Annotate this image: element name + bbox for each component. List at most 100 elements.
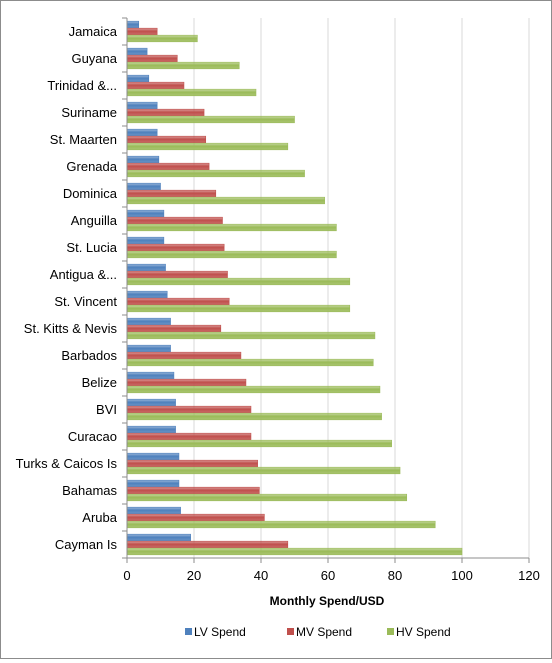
bar-guyana-hv-spend [126, 61, 240, 70]
bar-st-maarten-lv-spend [126, 128, 158, 137]
bar-curacao-lv-spend [126, 425, 176, 434]
labels: 0 20 40 60 80 100 120 Jamaica Guyana Trinidad &..… [16, 24, 540, 583]
bar-suriname-mv-spend [126, 108, 205, 117]
bar-jamaica-hv-spend [126, 34, 198, 43]
bar-aruba-mv-spend [126, 513, 265, 522]
bar-barbados-lv-spend [126, 344, 171, 353]
bar-turks-caicos-is-hv-spend [126, 466, 401, 475]
legend-label-lv-spend: LV Spend [194, 625, 246, 639]
bar-trinidad-mv-spend [126, 81, 185, 90]
bar-trinidad-hv-spend [126, 88, 257, 97]
bar-st-kitts-nevis-mv-spend [126, 324, 222, 333]
bar-curacao-mv-spend [126, 432, 252, 441]
bar-belize-hv-spend [126, 385, 381, 394]
bar-st-maarten-hv-spend [126, 142, 289, 151]
bar-grenada-mv-spend [126, 162, 210, 171]
bar-guyana-lv-spend [126, 47, 148, 56]
x-tick-label-60: 60 [321, 568, 335, 583]
axes [122, 17, 530, 563]
legend-swatch-mv-spend [287, 628, 294, 635]
bar-turks-caicos-is-mv-spend [126, 459, 258, 468]
legend-label-hv-spend: HV Spend [396, 625, 451, 639]
x-tick-label-20: 20 [187, 568, 201, 583]
legend-swatch-lv-spend [185, 628, 192, 635]
bar-bahamas-hv-spend [126, 493, 408, 502]
bars [126, 20, 463, 556]
category-label-cayman-is: Cayman Is [55, 537, 118, 552]
category-label-aruba: Aruba [82, 510, 117, 525]
category-label-anguilla: Anguilla [71, 213, 118, 228]
bar-jamaica-lv-spend [126, 20, 140, 29]
bar-st-kitts-nevis-hv-spend [126, 331, 376, 340]
bar-bvi-mv-spend [126, 405, 252, 414]
category-label-st-kitts-nevis: St. Kitts & Nevis [24, 321, 118, 336]
category-label-grenada: Grenada [66, 159, 117, 174]
bar-bvi-hv-spend [126, 412, 382, 421]
x-tick-label-0: 0 [123, 568, 130, 583]
bar-antigua-hv-spend [126, 277, 351, 286]
bar-antigua-mv-spend [126, 270, 228, 279]
bar-cayman-is-hv-spend [126, 547, 463, 556]
category-label-st-maarten: St. Maarten [50, 132, 117, 147]
bar-dominica-mv-spend [126, 189, 217, 198]
bar-st-vincent-hv-spend [126, 304, 351, 313]
bar-anguilla-lv-spend [126, 209, 165, 218]
category-label-bvi: BVI [96, 402, 117, 417]
bar-st-lucia-hv-spend [126, 250, 337, 259]
bar-antigua-lv-spend [126, 263, 166, 272]
bar-turks-caicos-is-lv-spend [126, 452, 180, 461]
bar-grenada-hv-spend [126, 169, 305, 178]
category-label-jamaica: Jamaica [69, 24, 118, 39]
category-label-guyana: Guyana [71, 51, 117, 66]
bar-st-maarten-mv-spend [126, 135, 207, 144]
x-tick-label-40: 40 [254, 568, 268, 583]
category-label-bahamas: Bahamas [62, 483, 117, 498]
bar-st-vincent-mv-spend [126, 297, 230, 306]
bar-aruba-hv-spend [126, 520, 436, 529]
category-label-antigua: Antigua &... [50, 267, 117, 282]
legend: LV Spend MV Spend HV Spend [185, 625, 451, 639]
bar-belize-mv-spend [126, 378, 247, 387]
legend-label-mv-spend: MV Spend [296, 625, 352, 639]
bar-suriname-hv-spend [126, 115, 295, 124]
category-label-belize: Belize [82, 375, 117, 390]
bar-bvi-lv-spend [126, 398, 176, 407]
bar-suriname-lv-spend [126, 101, 158, 110]
bar-belize-lv-spend [126, 371, 175, 380]
x-tick-label-100: 100 [451, 568, 473, 583]
bar-jamaica-mv-spend [126, 27, 158, 36]
bar-cayman-is-mv-spend [126, 540, 289, 549]
bar-anguilla-hv-spend [126, 223, 337, 232]
bar-st-lucia-mv-spend [126, 243, 225, 252]
bar-trinidad-lv-spend [126, 74, 150, 83]
category-label-barbados: Barbados [61, 348, 117, 363]
category-label-suriname: Suriname [61, 105, 117, 120]
bar-dominica-lv-spend [126, 182, 161, 191]
x-tick-label-120: 120 [518, 568, 540, 583]
x-axis-title: Monthly Spend/USD [270, 594, 385, 608]
legend-swatch-hv-spend [387, 628, 394, 635]
bar-dominica-hv-spend [126, 196, 325, 205]
bar-anguilla-mv-spend [126, 216, 223, 225]
bar-bahamas-mv-spend [126, 486, 260, 495]
bar-barbados-mv-spend [126, 351, 242, 360]
bar-st-kitts-nevis-lv-spend [126, 317, 171, 326]
gridlines [193, 18, 530, 558]
x-tick-label-80: 80 [388, 568, 402, 583]
bar-guyana-mv-spend [126, 54, 178, 63]
bar-cayman-is-lv-spend [126, 533, 191, 542]
bar-barbados-hv-spend [126, 358, 374, 367]
bar-bahamas-lv-spend [126, 479, 180, 488]
category-label-st-lucia: St. Lucia [66, 240, 117, 255]
category-label-trinidad: Trinidad &... [47, 78, 117, 93]
bar-st-lucia-lv-spend [126, 236, 165, 245]
bar-grenada-lv-spend [126, 155, 160, 164]
bar-curacao-hv-spend [126, 439, 392, 448]
category-label-curacao: Curacao [68, 429, 117, 444]
category-label-st-vincent: St. Vincent [54, 294, 117, 309]
bar-st-vincent-lv-spend [126, 290, 168, 299]
category-label-dominica: Dominica [63, 186, 118, 201]
bar-aruba-lv-spend [126, 506, 181, 515]
